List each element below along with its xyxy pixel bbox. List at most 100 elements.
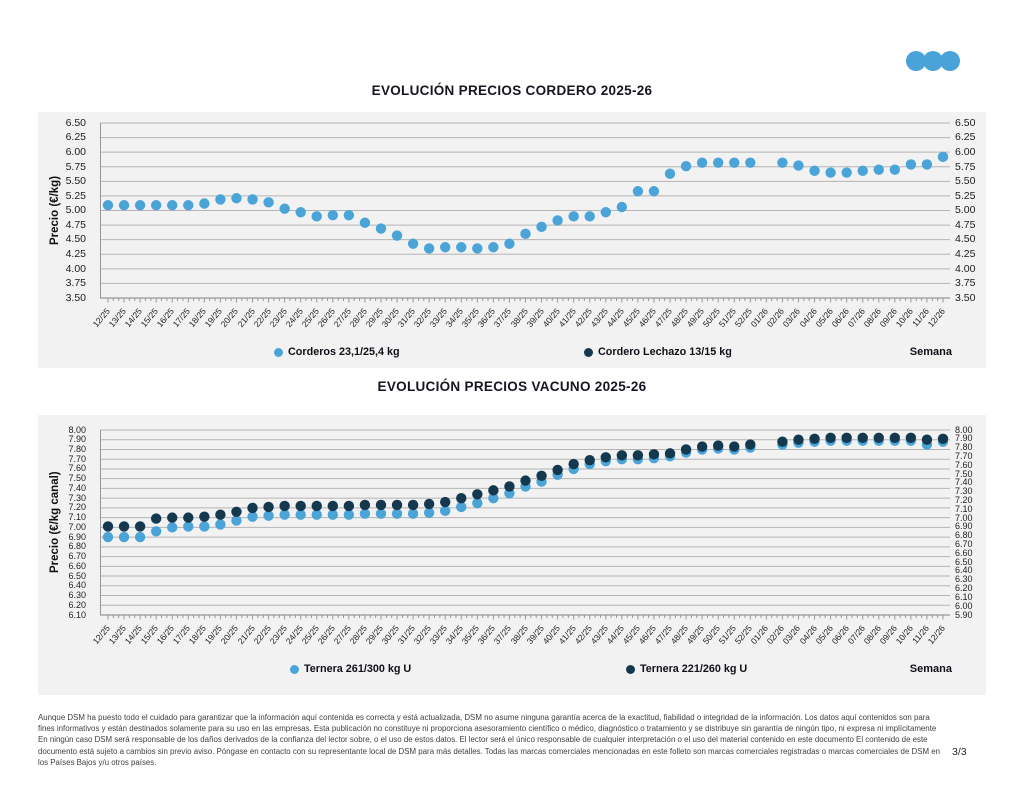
y-tick-label-right: 6.25 bbox=[955, 131, 976, 144]
y-tick-label: 7.80 bbox=[68, 443, 86, 454]
data-point bbox=[504, 238, 515, 249]
y-tick-label: 6.70 bbox=[68, 551, 86, 562]
data-point bbox=[279, 203, 290, 214]
y-tick-label: 7.40 bbox=[68, 482, 86, 493]
y-tick-label: 6.20 bbox=[68, 599, 86, 610]
dsm-logo bbox=[906, 51, 960, 71]
data-point bbox=[167, 522, 178, 533]
data-point bbox=[825, 432, 836, 443]
y-tick-label-right: 4.00 bbox=[955, 262, 976, 275]
data-point bbox=[150, 526, 162, 537]
data-point bbox=[520, 475, 531, 486]
data-point bbox=[777, 436, 788, 447]
data-point bbox=[889, 432, 901, 443]
data-point bbox=[793, 160, 804, 171]
y-tick-label: 7.30 bbox=[68, 492, 86, 503]
y-tick-label-right: 6.10 bbox=[955, 591, 973, 602]
data-point bbox=[295, 500, 306, 512]
data-point bbox=[696, 441, 708, 452]
data-point bbox=[648, 449, 660, 460]
legend-dot-icon bbox=[626, 664, 635, 674]
data-point bbox=[423, 498, 435, 510]
data-point bbox=[199, 521, 210, 532]
y-tick-label-right: 6.80 bbox=[955, 530, 973, 541]
y-tick-label-right: 7.80 bbox=[955, 442, 973, 453]
y-tick-label-right: 4.50 bbox=[955, 233, 976, 246]
data-point bbox=[600, 207, 611, 218]
data-point bbox=[359, 508, 371, 519]
data-point bbox=[311, 211, 322, 222]
y-tick-label-right: 7.20 bbox=[955, 494, 973, 505]
data-point bbox=[841, 167, 852, 178]
data-point bbox=[793, 434, 804, 445]
data-point bbox=[199, 511, 210, 522]
y-tick-label-right: 5.90 bbox=[955, 609, 973, 620]
data-point bbox=[102, 200, 114, 211]
data-point bbox=[295, 207, 306, 218]
data-point bbox=[247, 194, 258, 205]
y-tick-label: 4.75 bbox=[65, 218, 86, 231]
data-point bbox=[118, 521, 130, 532]
y-tick-label-right: 5.25 bbox=[955, 189, 976, 202]
vacuno-chart-title: EVOLUCIÓN PRECIOS VACUNO 2025-26 bbox=[377, 379, 647, 394]
data-point bbox=[680, 444, 692, 455]
y-tick-label-right: 6.00 bbox=[955, 600, 973, 611]
data-point bbox=[183, 200, 194, 211]
plot-area bbox=[100, 429, 950, 620]
y-tick-label-right: 5.50 bbox=[955, 175, 976, 188]
y-tick-label-right: 6.60 bbox=[955, 547, 973, 558]
y-tick-label-right: 6.70 bbox=[955, 539, 973, 550]
y-tick-label: 6.50 bbox=[68, 570, 86, 581]
data-point bbox=[600, 452, 611, 463]
y-tick-label: 5.50 bbox=[65, 175, 86, 188]
y-tick-label-right: 5.00 bbox=[955, 204, 976, 217]
data-point bbox=[504, 481, 515, 492]
y-tick-label: 3.50 bbox=[65, 291, 86, 304]
data-point bbox=[905, 159, 917, 170]
data-point bbox=[423, 243, 435, 254]
legend-dot-icon bbox=[584, 347, 593, 357]
y-tick-label-right: 7.10 bbox=[955, 503, 973, 514]
data-point bbox=[568, 458, 579, 470]
data-point bbox=[215, 194, 226, 205]
data-point bbox=[150, 513, 162, 524]
data-point bbox=[327, 209, 339, 221]
data-point bbox=[343, 500, 355, 512]
legend-item: Cordero Lechazo 13/15 kg bbox=[584, 346, 732, 358]
data-point bbox=[440, 496, 451, 508]
data-point bbox=[488, 492, 499, 504]
data-point bbox=[584, 211, 595, 222]
y-tick-label-right: 7.60 bbox=[955, 459, 973, 470]
data-point bbox=[134, 200, 146, 211]
data-point bbox=[745, 157, 756, 168]
data-point bbox=[648, 186, 660, 197]
y-tick-label-right: 6.50 bbox=[955, 116, 976, 129]
y-tick-label: 6.80 bbox=[68, 541, 86, 552]
data-point bbox=[375, 223, 387, 234]
data-point bbox=[407, 499, 419, 511]
y-axis-title: Precio (€/kg canal) bbox=[49, 471, 61, 574]
y-tick-label-right: 6.00 bbox=[955, 145, 976, 158]
data-point bbox=[488, 242, 499, 253]
data-point bbox=[745, 439, 756, 450]
data-point bbox=[456, 501, 467, 513]
data-point bbox=[632, 186, 644, 197]
data-point bbox=[231, 193, 242, 204]
data-point bbox=[215, 519, 226, 530]
data-point bbox=[343, 509, 355, 520]
legend-item: Corderos 23,1/25,4 kg bbox=[274, 346, 400, 358]
legend-dot-icon bbox=[274, 347, 283, 357]
y-tick-label-right: 7.40 bbox=[955, 477, 973, 488]
data-point bbox=[777, 157, 788, 168]
data-point bbox=[921, 434, 933, 445]
y-tick-label: 6.10 bbox=[68, 609, 86, 620]
data-point bbox=[150, 200, 162, 211]
data-point bbox=[729, 157, 740, 168]
data-point bbox=[440, 242, 451, 253]
plot-area bbox=[100, 122, 950, 303]
y-tick-label-right: 6.40 bbox=[955, 565, 973, 576]
data-point bbox=[102, 521, 114, 532]
y-tick-label: 7.90 bbox=[68, 434, 86, 445]
data-point bbox=[616, 201, 628, 213]
